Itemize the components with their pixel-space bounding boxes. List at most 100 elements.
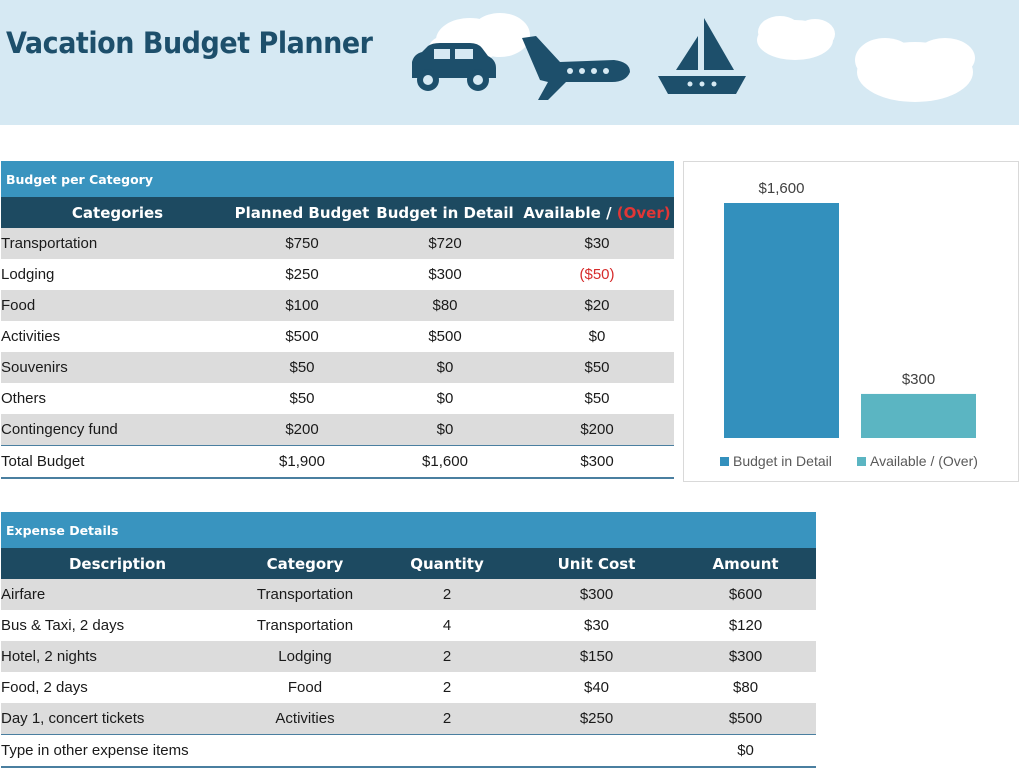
total-row[interactable]: Total Budget $1,900 $1,600 $300: [1, 445, 675, 479]
category-cell[interactable]: Activities: [1, 321, 234, 352]
unit-cost-cell[interactable]: [518, 734, 675, 768]
legend-swatch: [857, 457, 866, 466]
description-cell[interactable]: Airfare: [1, 579, 234, 610]
category-cell[interactable]: Lodging: [1, 259, 234, 290]
planned-cell[interactable]: $50: [234, 352, 370, 383]
available-cell[interactable]: $0: [520, 321, 675, 352]
available-cell[interactable]: $200: [520, 414, 675, 446]
available-cell[interactable]: $50: [520, 352, 675, 383]
detail-cell[interactable]: $0: [370, 383, 520, 414]
table-row[interactable]: Souvenirs $50 $0 $50: [1, 352, 675, 383]
unit-cost-cell[interactable]: $300: [518, 579, 675, 610]
category-cell[interactable]: Others: [1, 383, 234, 414]
amount-cell[interactable]: $80: [675, 672, 817, 703]
planned-cell[interactable]: $100: [234, 290, 370, 321]
quantity-cell[interactable]: [376, 734, 518, 768]
table-row[interactable]: Transportation $750 $720 $30: [1, 228, 675, 259]
quantity-cell[interactable]: 2: [376, 641, 518, 672]
planned-cell[interactable]: $750: [234, 228, 370, 259]
table-row[interactable]: Day 1, concert tickets Activities 2 $250…: [1, 703, 817, 735]
total-available[interactable]: $300: [520, 445, 675, 479]
category-cell[interactable]: Transportation: [1, 228, 234, 259]
available-cell[interactable]: ($50): [520, 259, 675, 290]
category-cell[interactable]: Food: [234, 672, 376, 703]
column-header-category[interactable]: Category: [234, 548, 376, 579]
description-cell[interactable]: Day 1, concert tickets: [1, 703, 234, 735]
amount-cell[interactable]: $120: [675, 610, 817, 641]
table-row[interactable]: Food, 2 days Food 2 $40 $80: [1, 672, 817, 703]
detail-cell[interactable]: $80: [370, 290, 520, 321]
category-cell[interactable]: Food: [1, 290, 234, 321]
table-row[interactable]: Type in other expense items $0: [1, 734, 817, 768]
budget-table: Budget per Category Categories Planned B…: [1, 161, 675, 479]
expense-header-row: Description Category Quantity Unit Cost …: [1, 548, 817, 579]
column-header-description[interactable]: Description: [1, 548, 234, 579]
available-cell[interactable]: $30: [520, 228, 675, 259]
category-cell[interactable]: Souvenirs: [1, 352, 234, 383]
description-cell[interactable]: Bus & Taxi, 2 days: [1, 610, 234, 641]
table-row[interactable]: Airfare Transportation 2 $300 $600: [1, 579, 817, 610]
column-header-amount[interactable]: Amount: [675, 548, 817, 579]
legend-entry: Budget in Detail: [733, 453, 832, 469]
chart-bar[interactable]: [724, 203, 839, 438]
column-header-planned[interactable]: Planned Budget: [234, 197, 370, 228]
planned-cell[interactable]: $500: [234, 321, 370, 352]
table-row[interactable]: Contingency fund $200 $0 $200: [1, 414, 675, 446]
budget-header-row: Categories Planned Budget Budget in Deta…: [1, 197, 675, 228]
table-row[interactable]: Hotel, 2 nights Lodging 2 $150 $300: [1, 641, 817, 672]
available-cell[interactable]: $50: [520, 383, 675, 414]
quantity-cell[interactable]: 2: [376, 703, 518, 735]
page-title: Vacation Budget Planner: [6, 26, 373, 60]
amount-cell[interactable]: $300: [675, 641, 817, 672]
category-cell[interactable]: Contingency fund: [1, 414, 234, 446]
description-cell[interactable]: Type in other expense items: [1, 734, 234, 768]
chart-bar[interactable]: [861, 393, 976, 438]
unit-cost-cell[interactable]: $150: [518, 641, 675, 672]
table-row[interactable]: Activities $500 $500 $0: [1, 321, 675, 352]
quantity-cell[interactable]: 2: [376, 579, 518, 610]
total-planned[interactable]: $1,900: [234, 445, 370, 479]
over-label: (Over): [616, 203, 671, 222]
amount-cell[interactable]: $500: [675, 703, 817, 735]
unit-cost-cell[interactable]: $40: [518, 672, 675, 703]
category-cell[interactable]: Transportation: [234, 610, 376, 641]
detail-cell[interactable]: $720: [370, 228, 520, 259]
category-cell[interactable]: Lodging: [234, 641, 376, 672]
column-header-detail[interactable]: Budget in Detail: [370, 197, 520, 228]
column-header-quantity[interactable]: Quantity: [376, 548, 518, 579]
category-cell[interactable]: Activities: [234, 703, 376, 735]
car-icon: [412, 43, 496, 91]
budget-section-title: Budget per Category: [1, 161, 675, 197]
description-cell[interactable]: Food, 2 days: [1, 672, 234, 703]
planned-cell[interactable]: $50: [234, 383, 370, 414]
unit-cost-cell[interactable]: $250: [518, 703, 675, 735]
chart-data-label: $1,600: [759, 180, 805, 197]
detail-cell[interactable]: $300: [370, 259, 520, 290]
amount-cell[interactable]: $600: [675, 579, 817, 610]
planned-cell[interactable]: $200: [234, 414, 370, 446]
category-cell[interactable]: [234, 734, 376, 768]
total-detail[interactable]: $1,600: [370, 445, 520, 479]
column-header-unit-cost[interactable]: Unit Cost: [518, 548, 675, 579]
table-row[interactable]: Lodging $250 $300 ($50): [1, 259, 675, 290]
detail-cell[interactable]: $500: [370, 321, 520, 352]
quantity-cell[interactable]: 4: [376, 610, 518, 641]
unit-cost-cell[interactable]: $30: [518, 610, 675, 641]
planned-cell[interactable]: $250: [234, 259, 370, 290]
column-header-categories[interactable]: Categories: [1, 197, 234, 228]
detail-cell[interactable]: $0: [370, 352, 520, 383]
description-cell[interactable]: Hotel, 2 nights: [1, 641, 234, 672]
table-row[interactable]: Others $50 $0 $50: [1, 383, 675, 414]
amount-cell[interactable]: $0: [675, 734, 817, 768]
budget-chart[interactable]: $1,600 $300 Budget in Detail Available / (O…: [683, 161, 1019, 482]
column-header-available[interactable]: Available / (Over): [520, 197, 675, 228]
table-row[interactable]: Food $100 $80 $20: [1, 290, 675, 321]
quantity-cell[interactable]: 2: [376, 672, 518, 703]
total-label: Total Budget: [1, 445, 234, 479]
category-cell[interactable]: Transportation: [234, 579, 376, 610]
airplane-icon: [522, 36, 630, 100]
available-cell[interactable]: $20: [520, 290, 675, 321]
detail-cell[interactable]: $0: [370, 414, 520, 446]
table-row[interactable]: Bus & Taxi, 2 days Transportation 4 $30 …: [1, 610, 817, 641]
header-banner: Vacation Budget Planner: [0, 0, 1019, 125]
